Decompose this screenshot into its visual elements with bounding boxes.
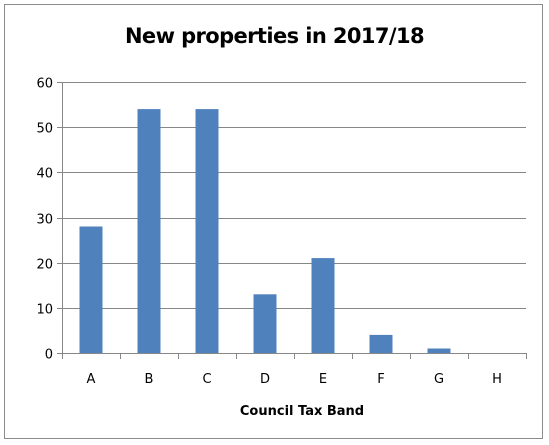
bar-D [253, 294, 277, 353]
bar-G [427, 348, 451, 353]
y-tick-label: 30 [36, 213, 53, 228]
x-tick-label-H: H [492, 372, 502, 387]
y-tick-label: 20 [36, 258, 53, 273]
tick-labels: 0 10 20 30 40 50 60 A B C D E F G H [36, 77, 501, 388]
x-tick-label-A: A [87, 372, 96, 387]
bar-C [195, 109, 219, 353]
x-tick-label-D: D [260, 372, 270, 387]
y-tick-label: 0 [45, 348, 53, 363]
y-tick-label: 50 [36, 122, 53, 137]
x-tick-label-C: C [202, 372, 211, 387]
gridlines [62, 82, 526, 309]
y-tick-label: 40 [36, 167, 53, 182]
x-tick-label-E: E [319, 372, 327, 387]
y-tick-label: 60 [36, 77, 53, 92]
chart-title: New properties in 2017/18 [124, 24, 425, 48]
bar-B [137, 109, 161, 353]
bars [79, 109, 451, 353]
y-tick-label: 10 [36, 303, 53, 318]
bar-E [311, 258, 335, 353]
x-tick-label-F: F [377, 372, 384, 387]
bar-F [369, 334, 393, 353]
axes [57, 82, 527, 359]
chart-frame [4, 4, 543, 439]
bar-A [79, 226, 103, 353]
x-tick-label-B: B [145, 372, 154, 387]
x-axis-title: Council Tax Band [240, 404, 364, 419]
x-tick-label-G: G [434, 372, 444, 387]
